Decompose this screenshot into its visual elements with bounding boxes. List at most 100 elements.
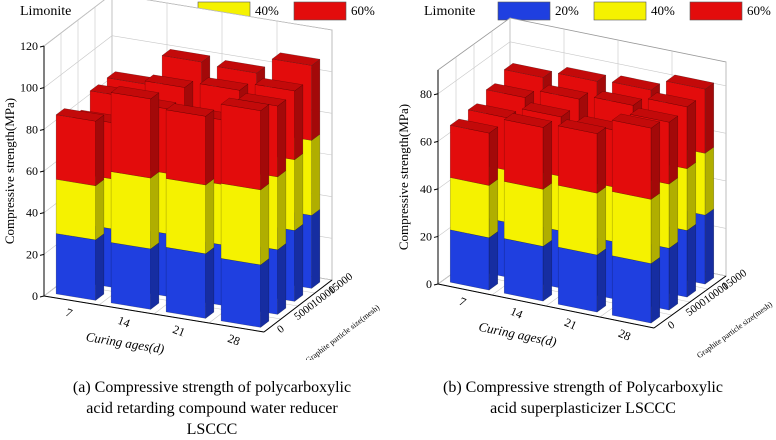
bar-top-60% [503, 113, 553, 128]
legend-swatch-40% [593, 1, 647, 21]
legend-label-60%: 60% [351, 3, 375, 18]
x-axis-label: Curing ages(d) [477, 319, 557, 349]
chart-a-svg: Limonite20%40%60%020406080100120Compress… [2, 0, 381, 365]
y-tick [39, 295, 45, 298]
bar-side-60% [311, 58, 321, 141]
y-tick-label: 120 [20, 39, 38, 53]
bar-segment-20% [110, 242, 151, 310]
bar-side-40% [704, 146, 715, 216]
y-tick-label: 60 [420, 134, 432, 148]
y-tick-label: 80 [26, 122, 38, 136]
z-axis-line [263, 279, 333, 333]
bar-segment-60% [220, 103, 261, 191]
bar-segment-60% [55, 114, 96, 187]
bar-side-40% [650, 192, 661, 265]
y-tick [433, 235, 439, 238]
x-axis-line [43, 295, 265, 333]
y-tick [39, 45, 45, 48]
bar-side-20% [260, 258, 270, 328]
bar-side-60% [686, 100, 697, 170]
x-axis-label: Curing ages(d) [85, 329, 165, 357]
bar-segment-20% [165, 247, 206, 319]
legend-title: Limonite [20, 4, 71, 19]
bar-segment-60% [165, 109, 206, 186]
bar-segment-20% [220, 258, 261, 328]
bar-side-40% [95, 178, 105, 241]
x-tick-label: 21 [171, 322, 187, 339]
bar-side-60% [260, 103, 270, 191]
y-tick-label: 20 [26, 247, 38, 261]
x-tick-label: 7 [64, 305, 75, 320]
bar-segment-40% [503, 181, 544, 247]
bar-side-40% [294, 152, 304, 232]
bar-segment-20% [55, 233, 96, 301]
z-axis-label: Graphite particle size(mesh) [695, 300, 774, 360]
bar-segment-40% [449, 177, 490, 239]
bar-side-40% [205, 178, 215, 255]
bar-side-40% [277, 170, 287, 251]
chart-b-svg: Limonite 20% 40% 60% 0 20 40 60 80 Compressive st… [396, 1, 774, 360]
legend-label-40%: 40% [255, 3, 279, 18]
x-tick-label: 28 [226, 331, 242, 348]
bar-side-60% [596, 127, 607, 194]
bar-segment-60% [449, 124, 490, 186]
bar-top-60% [485, 83, 535, 98]
x-tick-label: 21 [562, 315, 579, 333]
bar-segment-20% [611, 255, 652, 324]
bar-side-40% [668, 177, 679, 249]
bar-side-20% [205, 246, 215, 319]
legend-swatch-60% [293, 1, 347, 21]
bar-side-20% [294, 223, 304, 302]
bar-top-60% [593, 90, 643, 106]
x-tick-label: 14 [508, 304, 525, 322]
bar-side-20% [686, 223, 697, 298]
bar-side-60% [150, 92, 160, 179]
bar-segment-60% [503, 119, 544, 190]
bar-top-60% [629, 107, 679, 123]
bar-side-20% [488, 231, 499, 291]
bar-segment-40% [110, 171, 151, 250]
legend-label-40%: 40% [651, 3, 675, 18]
y-tick-label: 0 [32, 289, 38, 303]
legend: Limonite 20% 40% 60% [424, 1, 771, 21]
bar-side-20% [95, 233, 105, 301]
y-axis-label: Compressive strength(MPa) [2, 98, 17, 244]
y-tick [433, 283, 439, 286]
y-tick-label: 20 [420, 229, 432, 243]
bar-segment-40% [55, 179, 96, 241]
z-axis-line [653, 275, 727, 329]
bar-top-60% [144, 74, 194, 88]
y-tick [433, 93, 439, 96]
bar-segment-20% [449, 229, 490, 291]
bar-segment-40% [165, 178, 206, 255]
bar-segment-40% [557, 184, 598, 256]
plot-area: 0 20 40 60 80 100 120 Compressive strength(MPa)… [2, 0, 381, 365]
bar-side-40% [150, 171, 160, 250]
y-tick-label: 0 [426, 277, 432, 291]
bar-top-60% [647, 92, 697, 108]
y-tick [433, 188, 439, 191]
bar-side-60% [294, 84, 304, 161]
bar-side-40% [260, 183, 270, 266]
bar-21d-0 [557, 119, 607, 313]
bar-segment-20% [557, 246, 598, 313]
bar-top-60% [521, 102, 571, 118]
caption-b: (b) Compressive strength of Polycarboxyl… [443, 379, 723, 417]
bar-segment-60% [611, 119, 652, 200]
y-tick [39, 170, 45, 173]
x-tick-label: 28 [616, 326, 633, 344]
bar-side-60% [488, 126, 499, 186]
bar-top-60% [557, 119, 607, 134]
bar-side-20% [277, 242, 287, 315]
bar-side-40% [686, 161, 697, 231]
bar-top-60% [539, 84, 589, 100]
legend-label-60%: 60% [747, 3, 771, 18]
bar-side-20% [668, 241, 679, 311]
x-tick-label: 7 [457, 294, 468, 309]
bar-top-60% [503, 63, 553, 78]
bar-side-60% [650, 121, 661, 200]
plot-area: 0 20 40 60 80 Compressive strength(MPa) 7 14 21 2… [396, 17, 774, 360]
y-tick-label: 40 [26, 206, 38, 220]
bar-top-60% [611, 113, 661, 129]
y-tick [39, 128, 45, 131]
